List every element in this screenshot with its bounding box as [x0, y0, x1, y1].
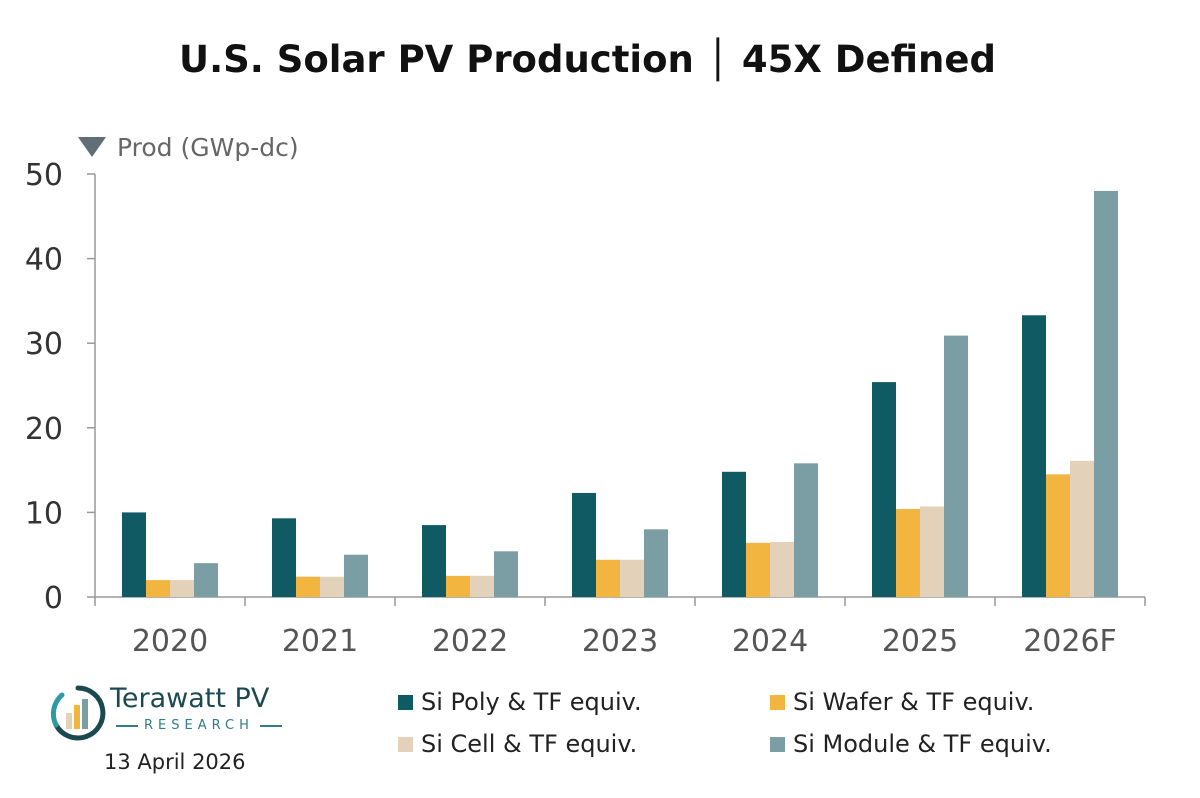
y-tick-label: 30 [25, 327, 63, 362]
bar-poly-2020 [122, 512, 146, 597]
y-axis-label: Prod (GWp-dc) [117, 133, 299, 162]
bar-chart-circle-icon [50, 685, 106, 741]
bar-cell-2021 [320, 576, 344, 597]
bar-poly-2025 [872, 382, 896, 597]
y-tick-label: 40 [25, 243, 63, 278]
legend-item: Si Poly & TF equiv. [398, 688, 642, 716]
legend-swatch [398, 736, 413, 752]
bar-cell-2020 [170, 580, 194, 597]
logo-subtitle: RESEARCH [110, 718, 288, 733]
x-tick-labels: 2020 2021 2022 2023 2024 2025 2026F [132, 624, 1117, 659]
bar-poly-2026f [1022, 315, 1046, 597]
bar-poly-2021 [272, 518, 296, 597]
x-tick-label: 2021 [282, 624, 358, 659]
bar-wafer-2022 [446, 575, 470, 597]
bar-wafer-2023 [596, 559, 620, 597]
legend-swatch [398, 694, 413, 710]
x-tick-label: 2026F [1023, 624, 1117, 659]
legend-swatch [770, 694, 785, 710]
y-tick-labels: 0 10 20 30 40 50 [25, 158, 63, 616]
bar-poly-2022 [422, 525, 446, 597]
triangle-down-icon [78, 137, 106, 157]
bar-module-2025 [944, 335, 968, 597]
bar-wafer-2025 [896, 509, 920, 597]
bar-module-2022 [494, 551, 518, 597]
chart-title: U.S. Solar PV Production │ 45X Defined [179, 38, 996, 81]
bar-wafer-2021 [296, 576, 320, 597]
bars [122, 190, 1118, 598]
legend-label: Si Cell & TF equiv. [421, 730, 638, 758]
bar-wafer-2024 [746, 542, 770, 597]
x-tick-label: 2025 [882, 624, 958, 659]
bar-wafer-2020 [146, 580, 170, 597]
bar-cell-2025 [920, 506, 944, 597]
legend-label: Si Poly & TF equiv. [421, 688, 642, 716]
x-tick-label: 2020 [132, 624, 208, 659]
x-tick-label: 2024 [732, 624, 808, 659]
legend-item: Si Cell & TF equiv. [398, 730, 637, 758]
logo: Terawatt PV RESEARCH [48, 683, 328, 743]
legend-item: Si Wafer & TF equiv. [770, 688, 1034, 716]
bar-module-2020 [194, 563, 218, 597]
legend-label: Si Wafer & TF equiv. [793, 688, 1035, 716]
y-tick-label: 0 [44, 581, 63, 616]
bar-module-2024 [794, 463, 818, 597]
x-tick-label: 2023 [582, 624, 658, 659]
legend-swatch [770, 736, 785, 752]
bar-cell-2024 [770, 542, 794, 597]
bar-poly-2023 [572, 492, 596, 597]
y-tick-label: 10 [25, 496, 63, 531]
y-tick-label: 50 [25, 158, 63, 193]
bar-cell-2023 [620, 559, 644, 597]
legend-item: Si Module & TF equiv. [770, 730, 1052, 758]
axes [87, 173, 1146, 606]
bar-module-2023 [644, 529, 668, 597]
bar-cell-2022 [470, 575, 494, 597]
bar-wafer-2026f [1046, 474, 1070, 597]
bar-poly-2024 [722, 471, 746, 597]
x-tick-label: 2022 [432, 624, 508, 659]
bar-module-2021 [344, 554, 368, 597]
logo-name: Terawatt PV [110, 683, 270, 714]
y-tick-label: 20 [25, 412, 63, 447]
bar-cell-2026f [1070, 460, 1094, 597]
report-date: 13 April 2026 [104, 750, 246, 774]
y-axis-label-group: Prod (GWp-dc) [78, 133, 299, 162]
bar-module-2026f [1094, 190, 1118, 598]
legend-label: Si Module & TF equiv. [793, 730, 1052, 758]
